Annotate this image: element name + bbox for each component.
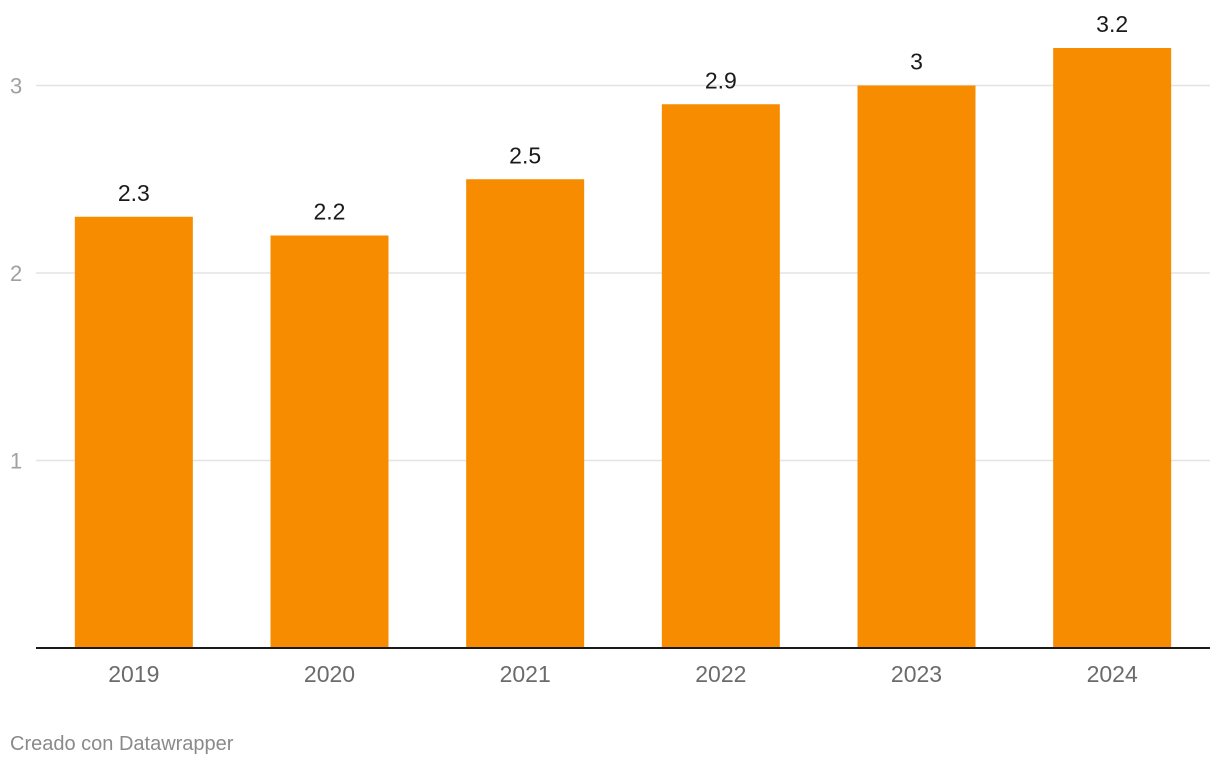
x-tick-label-2022: 2022 (695, 661, 746, 687)
y-tick-label: 2 (10, 261, 22, 286)
data-label-2023: 3 (910, 49, 923, 75)
data-label-2019: 2.3 (118, 180, 150, 206)
credit-text: Creado con Datawrapper (10, 733, 234, 755)
bar-2022 (661, 104, 780, 648)
bars (74, 48, 1172, 648)
x-tick-label-2023: 2023 (891, 661, 942, 687)
data-label-2024: 3.2 (1096, 11, 1128, 37)
x-axis-ticks: 2019 2020 2021 2022 2023 2024 (108, 661, 1138, 687)
data-label-2020: 2.2 (314, 199, 346, 225)
x-tick-label-2020: 2020 (304, 661, 355, 687)
y-tick-label: 3 (10, 74, 22, 99)
bar-2021 (466, 179, 585, 648)
bar-2020 (270, 235, 389, 648)
bar-2024 (1053, 48, 1172, 648)
data-label-2022: 2.9 (705, 67, 737, 93)
data-label-2021: 2.5 (509, 142, 541, 168)
gridlines (36, 84, 1210, 462)
y-tick-label: 1 (10, 449, 22, 474)
x-tick-label-2021: 2021 (500, 661, 551, 687)
bar-chart: 1 2 3 2.3 2.2 2.5 2.9 3 3.2 2019 2020 2021 2022 202… (10, 11, 1210, 687)
bar-2019 (74, 216, 193, 648)
x-tick-label-2024: 2024 (1087, 661, 1138, 687)
y-axis-ticks: 1 2 3 (10, 74, 22, 474)
bar-2023 (857, 85, 976, 648)
x-tick-label-2019: 2019 (108, 661, 159, 687)
data-labels: 2.3 2.2 2.5 2.9 3 3.2 (118, 11, 1128, 225)
